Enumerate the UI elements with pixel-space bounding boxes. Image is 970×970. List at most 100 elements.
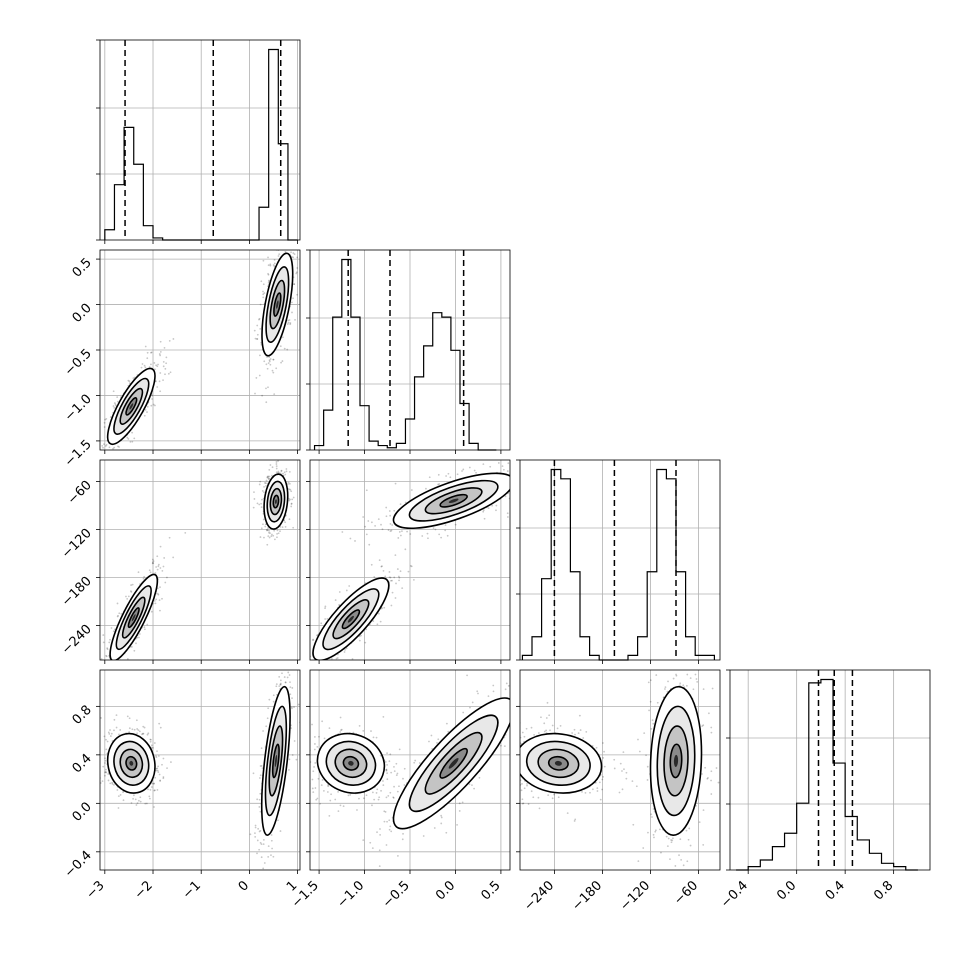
sample-point — [103, 421, 106, 424]
sample-point — [511, 495, 513, 497]
sample-point — [156, 386, 159, 388]
sample-point — [267, 845, 270, 847]
x-tick-label: 0.5 — [479, 878, 504, 903]
sample-point — [545, 662, 547, 664]
sample-point — [146, 405, 149, 408]
sample-point — [138, 636, 140, 639]
sample-point — [116, 602, 119, 605]
sample-point — [126, 598, 129, 600]
sample-point — [515, 472, 517, 474]
sample-point — [371, 791, 374, 794]
sample-point — [289, 322, 292, 324]
sample-point — [256, 324, 259, 327]
sample-point — [321, 779, 324, 781]
sample-point — [294, 227, 296, 229]
sample-point — [301, 487, 303, 489]
sample-point — [520, 463, 522, 465]
sample-point — [401, 587, 404, 589]
sample-point — [389, 514, 392, 517]
sample-point — [116, 396, 119, 399]
sample-point — [381, 607, 384, 610]
sample-point — [102, 765, 105, 768]
sample-point — [476, 690, 479, 693]
sample-point — [288, 319, 291, 321]
sample-point — [271, 244, 273, 246]
sample-point — [461, 801, 464, 804]
sample-point — [399, 570, 402, 573]
sample-point — [652, 833, 655, 836]
sample-point — [95, 450, 97, 452]
sample-point — [619, 762, 622, 765]
sample-point — [136, 732, 138, 735]
sample-point — [397, 855, 399, 857]
sample-point — [292, 496, 295, 499]
sample-point — [111, 662, 113, 664]
sample-point — [158, 380, 161, 383]
sample-point — [126, 658, 129, 660]
sample-point — [574, 671, 576, 673]
sample-point — [273, 237, 275, 239]
sample-point — [288, 518, 291, 521]
histogram-step-3 — [736, 678, 918, 871]
sample-point — [268, 536, 271, 539]
sample-point — [599, 798, 602, 801]
sample-point — [506, 512, 509, 515]
sample-point — [399, 503, 402, 506]
sample-point — [128, 382, 131, 385]
sample-point — [279, 683, 282, 686]
sample-point — [272, 694, 275, 697]
sample-point — [603, 765, 606, 768]
sample-point — [389, 576, 392, 579]
sample-point — [156, 750, 158, 753]
sample-point — [94, 470, 96, 472]
sample-point — [413, 761, 416, 764]
sample-point — [256, 839, 259, 842]
sample-point — [272, 371, 275, 374]
sample-cloud — [310, 662, 576, 868]
sample-point — [152, 560, 155, 562]
sample-point — [126, 715, 129, 718]
sample-point — [146, 411, 148, 413]
sample-point — [517, 679, 519, 681]
sample-point — [396, 772, 399, 775]
sample-point — [585, 730, 588, 733]
sample-point — [269, 464, 272, 466]
sample-point — [162, 379, 164, 382]
sample-point — [265, 484, 267, 487]
sample-point — [263, 862, 266, 864]
sample-point — [613, 767, 616, 770]
sample-point — [482, 509, 485, 512]
sample-point — [112, 630, 115, 633]
sample-point — [272, 358, 275, 361]
sample-point — [344, 648, 346, 651]
sample-point — [437, 738, 440, 741]
sample-point — [566, 812, 569, 815]
sample-point — [117, 807, 120, 809]
sample-point — [143, 726, 146, 729]
sample-point — [184, 531, 187, 534]
sample-point — [537, 796, 540, 799]
sample-point — [113, 450, 115, 452]
sample-point — [471, 784, 473, 786]
sample-point — [458, 810, 461, 812]
sample-point — [292, 632, 294, 634]
sample-point — [141, 732, 144, 735]
sample-point — [104, 771, 106, 774]
sample-point — [159, 726, 162, 729]
sample-point — [162, 776, 165, 778]
sample-point — [265, 363, 268, 366]
sample-point — [502, 468, 505, 471]
histogram-panel-1 — [306, 249, 511, 454]
sample-point — [154, 602, 157, 605]
sample-point — [544, 691, 546, 693]
sample-point — [268, 280, 271, 283]
sample-point — [521, 802, 524, 805]
sample-point — [128, 731, 131, 733]
sample-point — [121, 673, 123, 675]
sample-point — [140, 366, 143, 369]
sample-point — [304, 650, 306, 652]
sample-point — [249, 833, 252, 836]
sample-point — [521, 798, 524, 801]
sample-point — [389, 753, 392, 756]
sample-point — [164, 367, 167, 370]
